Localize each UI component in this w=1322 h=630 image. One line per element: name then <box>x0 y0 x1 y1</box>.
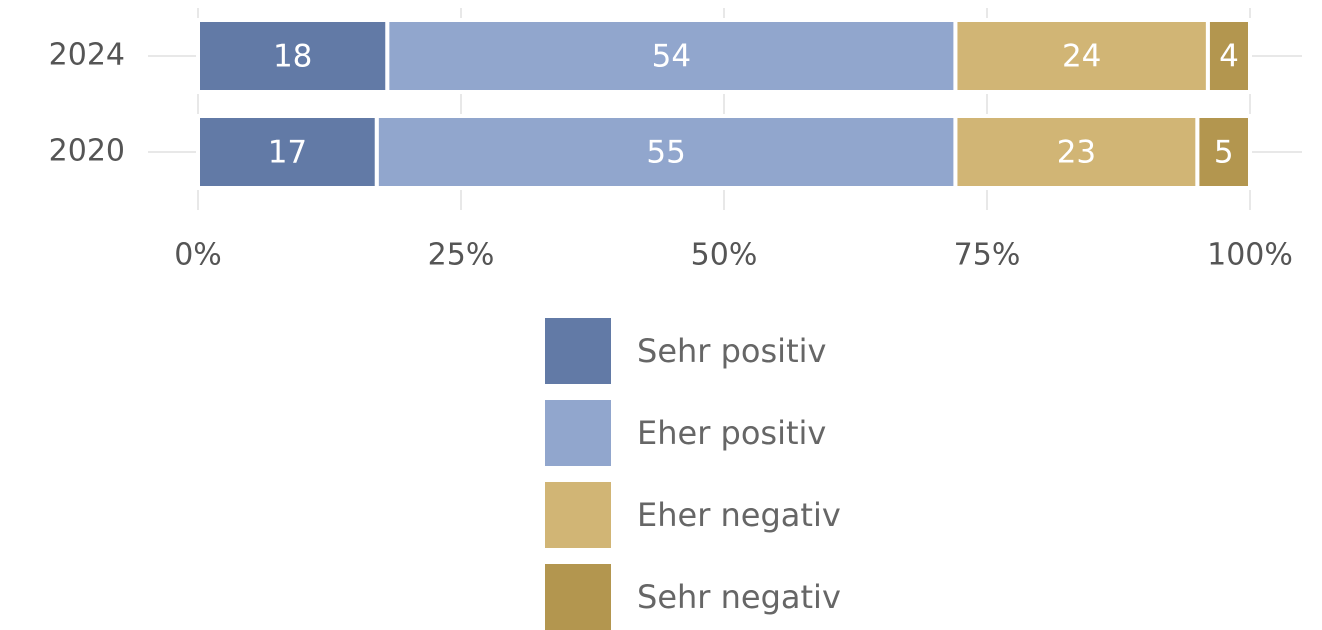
legend-swatch <box>541 560 615 630</box>
x-tick-label: 75% <box>954 238 1021 273</box>
x-tick-label: 50% <box>691 238 758 273</box>
bar-segment <box>953 18 1210 94</box>
data-label: 24 <box>1062 39 1101 75</box>
data-label: 4 <box>1219 39 1239 75</box>
data-label: 17 <box>268 135 307 171</box>
bar-segment <box>385 18 958 94</box>
x-tick-label: 0% <box>174 238 222 273</box>
bar-segment <box>1195 114 1253 190</box>
legend-swatch <box>541 478 615 552</box>
legend-label: Eher positiv <box>637 414 826 452</box>
legend-swatch <box>541 314 615 388</box>
legend-swatch <box>541 396 615 470</box>
data-label: 54 <box>652 39 691 75</box>
data-label: 23 <box>1057 135 1096 171</box>
x-tick-label: 100% <box>1207 238 1293 273</box>
legend-label: Sehr negativ <box>637 578 841 616</box>
data-label: 5 <box>1214 135 1234 171</box>
data-label: 55 <box>646 135 685 171</box>
y-tick-label: 2024 <box>49 38 125 73</box>
bar-segment <box>1205 18 1253 94</box>
bar-segment <box>196 114 379 190</box>
bar-segment <box>374 114 958 190</box>
data-label: 18 <box>273 39 312 75</box>
legend-label: Eher negativ <box>637 496 841 534</box>
bar-segment <box>196 18 390 94</box>
x-tick-label: 25% <box>428 238 495 273</box>
legend-label: Sehr positiv <box>637 332 826 370</box>
y-tick-label: 2020 <box>49 134 125 169</box>
